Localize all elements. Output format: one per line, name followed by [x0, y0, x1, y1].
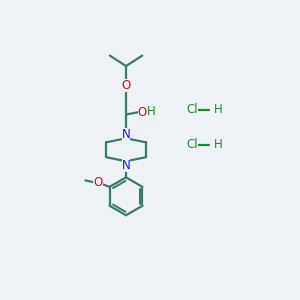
Text: Cl: Cl [186, 138, 198, 151]
Text: H: H [147, 105, 155, 118]
Text: O: O [94, 176, 103, 189]
Text: O: O [122, 79, 131, 92]
Text: Cl: Cl [186, 103, 198, 116]
Text: H: H [214, 138, 223, 151]
Text: H: H [214, 103, 223, 116]
Text: O: O [138, 106, 147, 119]
Text: N: N [122, 128, 130, 141]
Text: N: N [122, 159, 130, 172]
